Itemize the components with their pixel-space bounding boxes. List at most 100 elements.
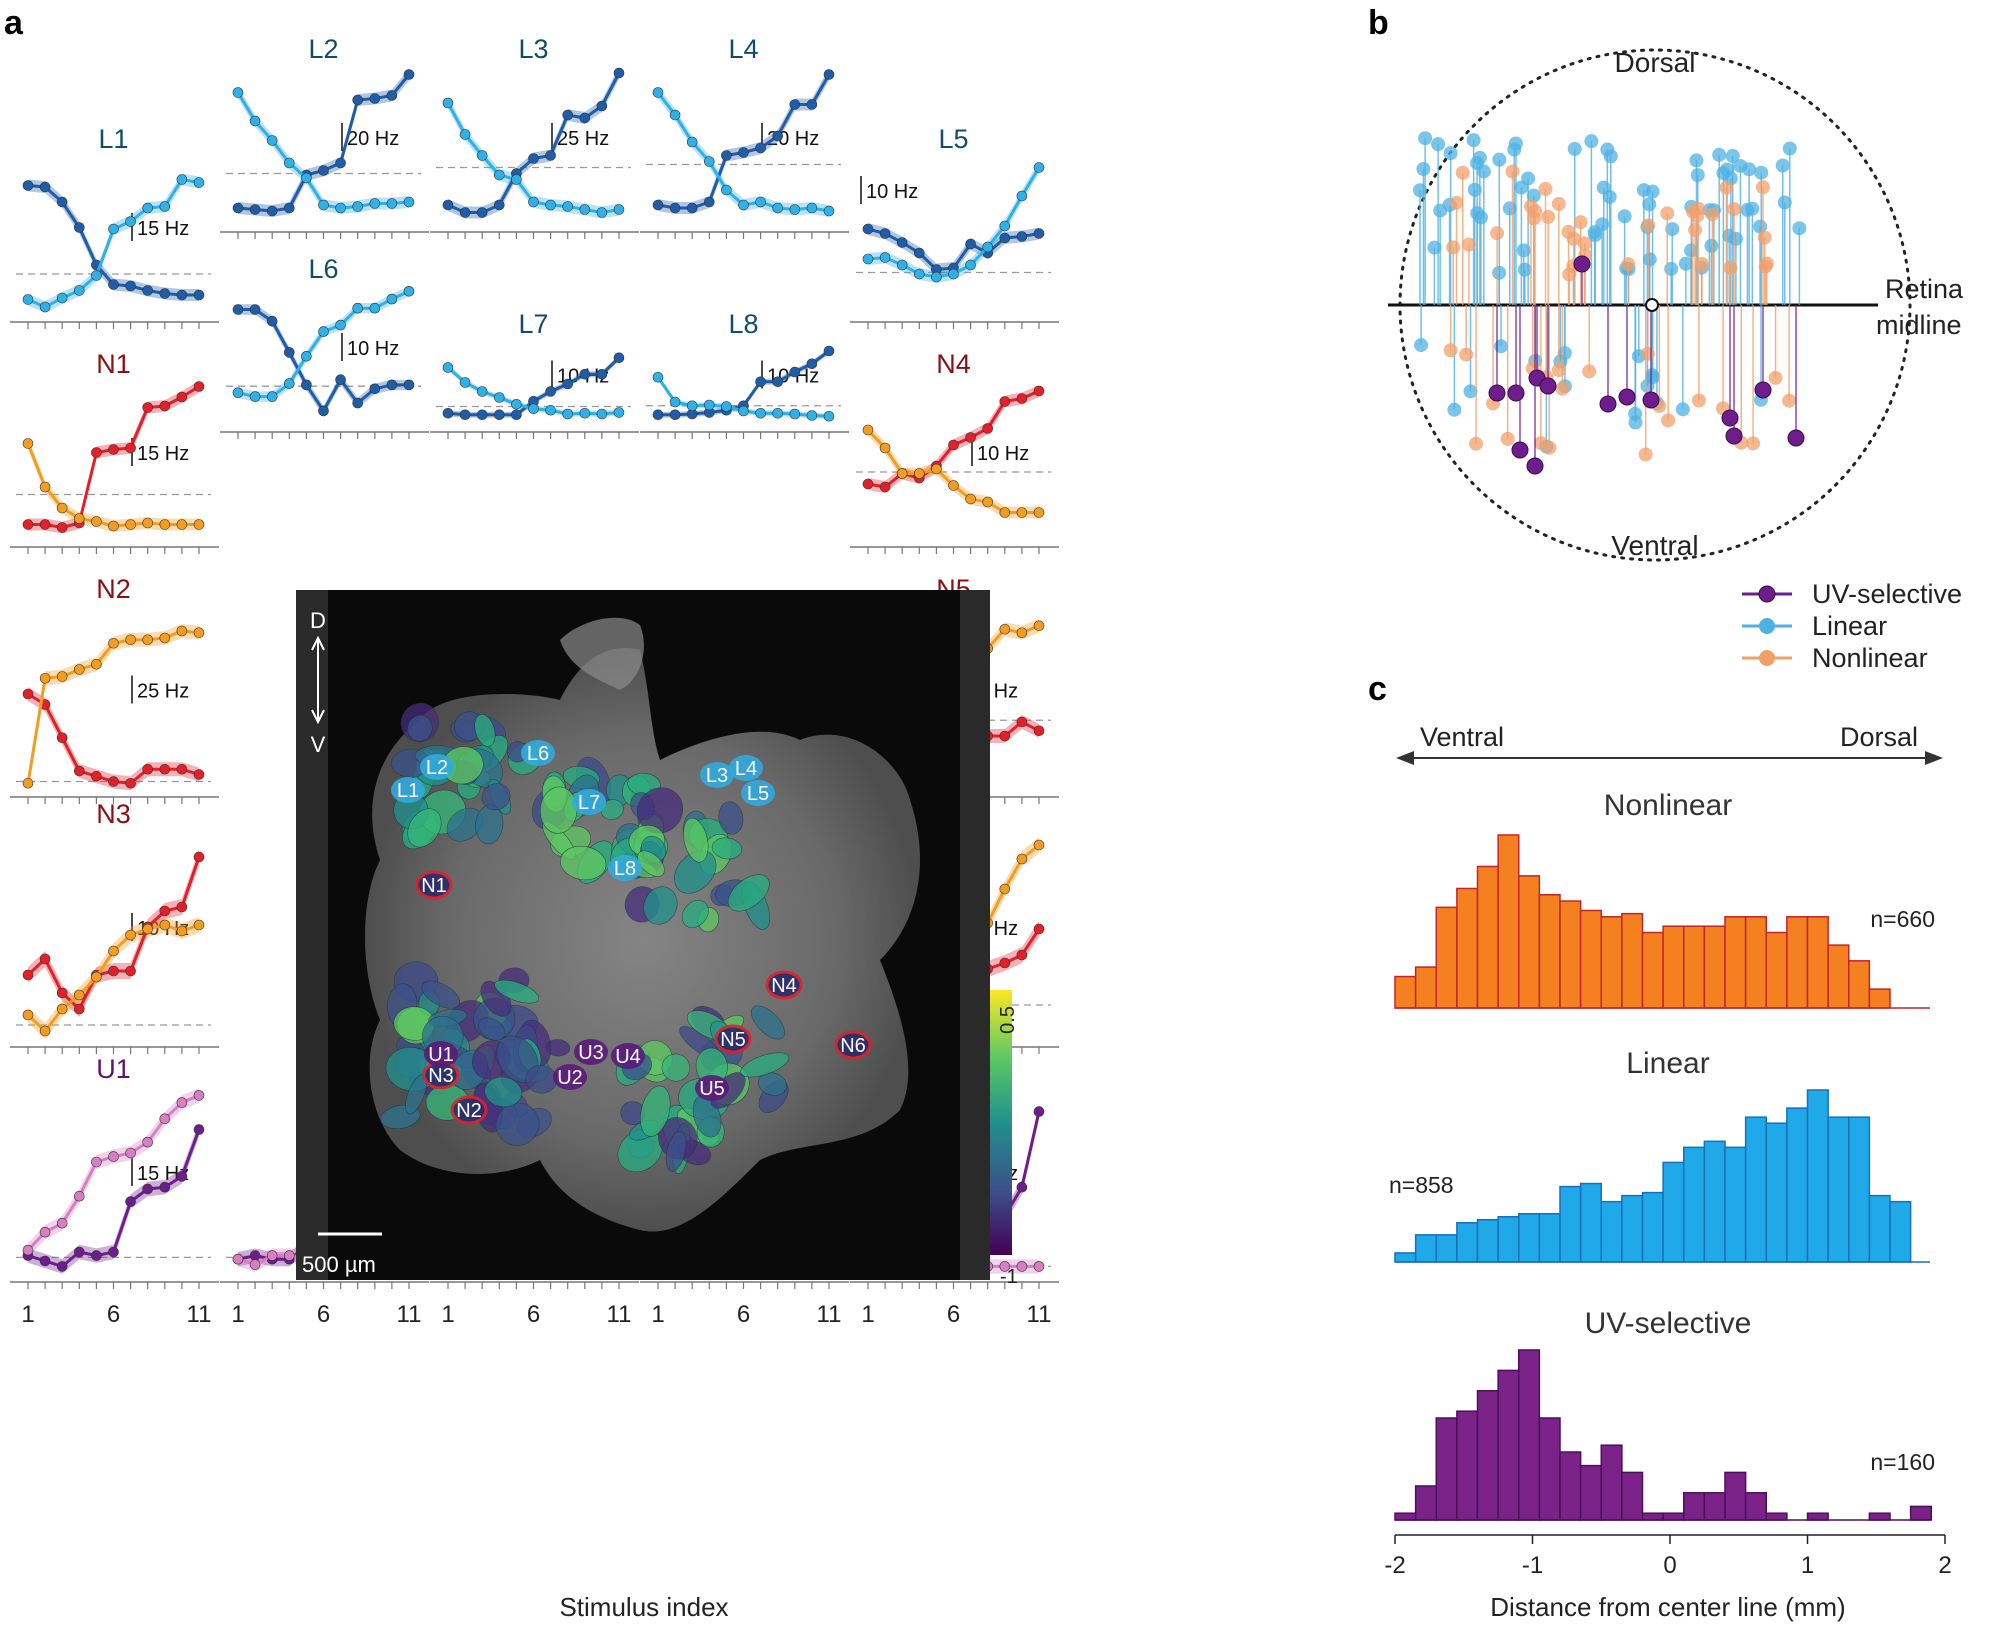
- panel-title-l3: L3: [518, 34, 548, 64]
- series-point: [193, 289, 205, 301]
- series-point: [91, 658, 102, 670]
- series-band: [238, 86, 409, 214]
- panel-letter-b: b: [1368, 4, 1389, 42]
- stimulus-tick-label: 1: [21, 1301, 34, 1328]
- series-point: [879, 252, 891, 263]
- stimulus-tick-label: 6: [737, 1301, 750, 1328]
- cell-stem: [1517, 262, 1532, 305]
- cell-stem: [1742, 162, 1757, 305]
- stem-marker: [1645, 184, 1660, 199]
- stem-marker: [1725, 427, 1743, 445]
- series-point: [159, 1181, 171, 1193]
- series-point: [1016, 1181, 1028, 1193]
- histogram-bar: [1538, 894, 1561, 1009]
- series-point: [1016, 853, 1028, 865]
- series-point: [613, 352, 625, 364]
- histogram-bar: [1724, 1471, 1747, 1521]
- stem-marker: [1727, 202, 1742, 217]
- series-point: [669, 409, 681, 421]
- series-point: [862, 253, 874, 265]
- neuron-label-text: N4: [771, 975, 797, 997]
- series-point: [159, 288, 171, 299]
- series-point: [442, 362, 454, 373]
- series-point: [193, 627, 205, 639]
- series-point: [301, 350, 312, 362]
- series-point: [266, 315, 278, 327]
- response-panel-l6: L6 10 Hz: [220, 254, 429, 439]
- scale-bar-label: 10 Hz: [347, 338, 399, 360]
- cell-stem: [1617, 209, 1632, 305]
- stem-marker: [1617, 209, 1632, 224]
- histogram-bar: [1868, 1512, 1891, 1521]
- series-point: [721, 184, 732, 196]
- panel-title-l8: L8: [728, 309, 758, 339]
- neuron-marker: [420, 754, 454, 780]
- series-point: [459, 377, 471, 388]
- cell-stem: [1433, 203, 1448, 305]
- histogram-bar: [1786, 1107, 1809, 1263]
- rf-ellipse: [740, 1052, 790, 1078]
- stem-marker: [1416, 162, 1431, 177]
- series-point: [125, 1196, 136, 1207]
- legend-item-nonlinear: Nonlinear: [1742, 643, 1928, 673]
- neuron-label-n2: N2: [450, 1095, 488, 1125]
- series-point: [39, 181, 51, 193]
- series-point: [403, 285, 415, 297]
- neuron-marker: [608, 855, 642, 881]
- rf-ellipse: [751, 1005, 785, 1040]
- stem-marker: [1660, 206, 1675, 221]
- response-panel-n2: N2 25 Hz: [10, 574, 219, 804]
- series-point: [91, 270, 102, 281]
- series-point: [459, 207, 471, 218]
- series-point: [142, 402, 153, 413]
- cell-stems: [1413, 131, 1807, 475]
- rf-ellipse: [757, 1072, 788, 1096]
- series-point: [931, 463, 942, 475]
- cell-stem: [1566, 231, 1581, 305]
- series-point: [56, 502, 68, 514]
- rf-ellipse: [494, 979, 540, 1004]
- cell-stem: [1505, 164, 1520, 305]
- stem-marker: [1490, 226, 1505, 241]
- series-point: [232, 87, 244, 98]
- stem-marker: [1645, 368, 1660, 383]
- series-point: [999, 507, 1011, 518]
- series-point: [318, 326, 329, 337]
- rf-ellipse: [674, 850, 717, 894]
- neuron-label-text: U4: [615, 1046, 641, 1068]
- series-point: [108, 223, 119, 235]
- stem-marker: [1775, 158, 1790, 173]
- cell-stem: [1511, 305, 1529, 459]
- series-point: [283, 157, 295, 169]
- histogram-title: Nonlinear: [1604, 789, 1732, 822]
- series-point: [613, 204, 625, 215]
- cell-stem: [1443, 305, 1458, 358]
- label-ventral: Ventral: [1611, 530, 1698, 561]
- cell-stem: [1521, 171, 1536, 305]
- series-point: [999, 730, 1011, 742]
- stem-marker: [1595, 217, 1610, 232]
- series-point: [738, 199, 749, 211]
- rf-ellipse: [665, 1130, 687, 1172]
- neuron-label-n1: N1: [415, 870, 453, 900]
- series-point: [39, 1255, 51, 1267]
- stimulus-tick-label: 11: [397, 1301, 422, 1328]
- series-point: [596, 207, 608, 218]
- cell-stem: [1584, 134, 1599, 305]
- stimulus-tick-label: 1: [861, 1301, 874, 1328]
- neuron-label-text: N6: [840, 1035, 866, 1057]
- series-point: [39, 1226, 51, 1238]
- series-point: [142, 1183, 153, 1195]
- panel-c-histograms: Ventral Dorsal Nonlinear n=660 Linear n=858…: [1384, 722, 1951, 1622]
- stem-marker: [1792, 221, 1807, 236]
- series-point: [176, 925, 188, 937]
- stem-marker: [1754, 381, 1772, 399]
- stem-marker: [1494, 339, 1509, 354]
- series-point: [789, 408, 801, 420]
- panel-title-n1: N1: [96, 349, 131, 379]
- neuron-label-l2: L2: [420, 754, 454, 780]
- stem-marker: [1551, 196, 1566, 211]
- stem-marker: [1455, 165, 1470, 180]
